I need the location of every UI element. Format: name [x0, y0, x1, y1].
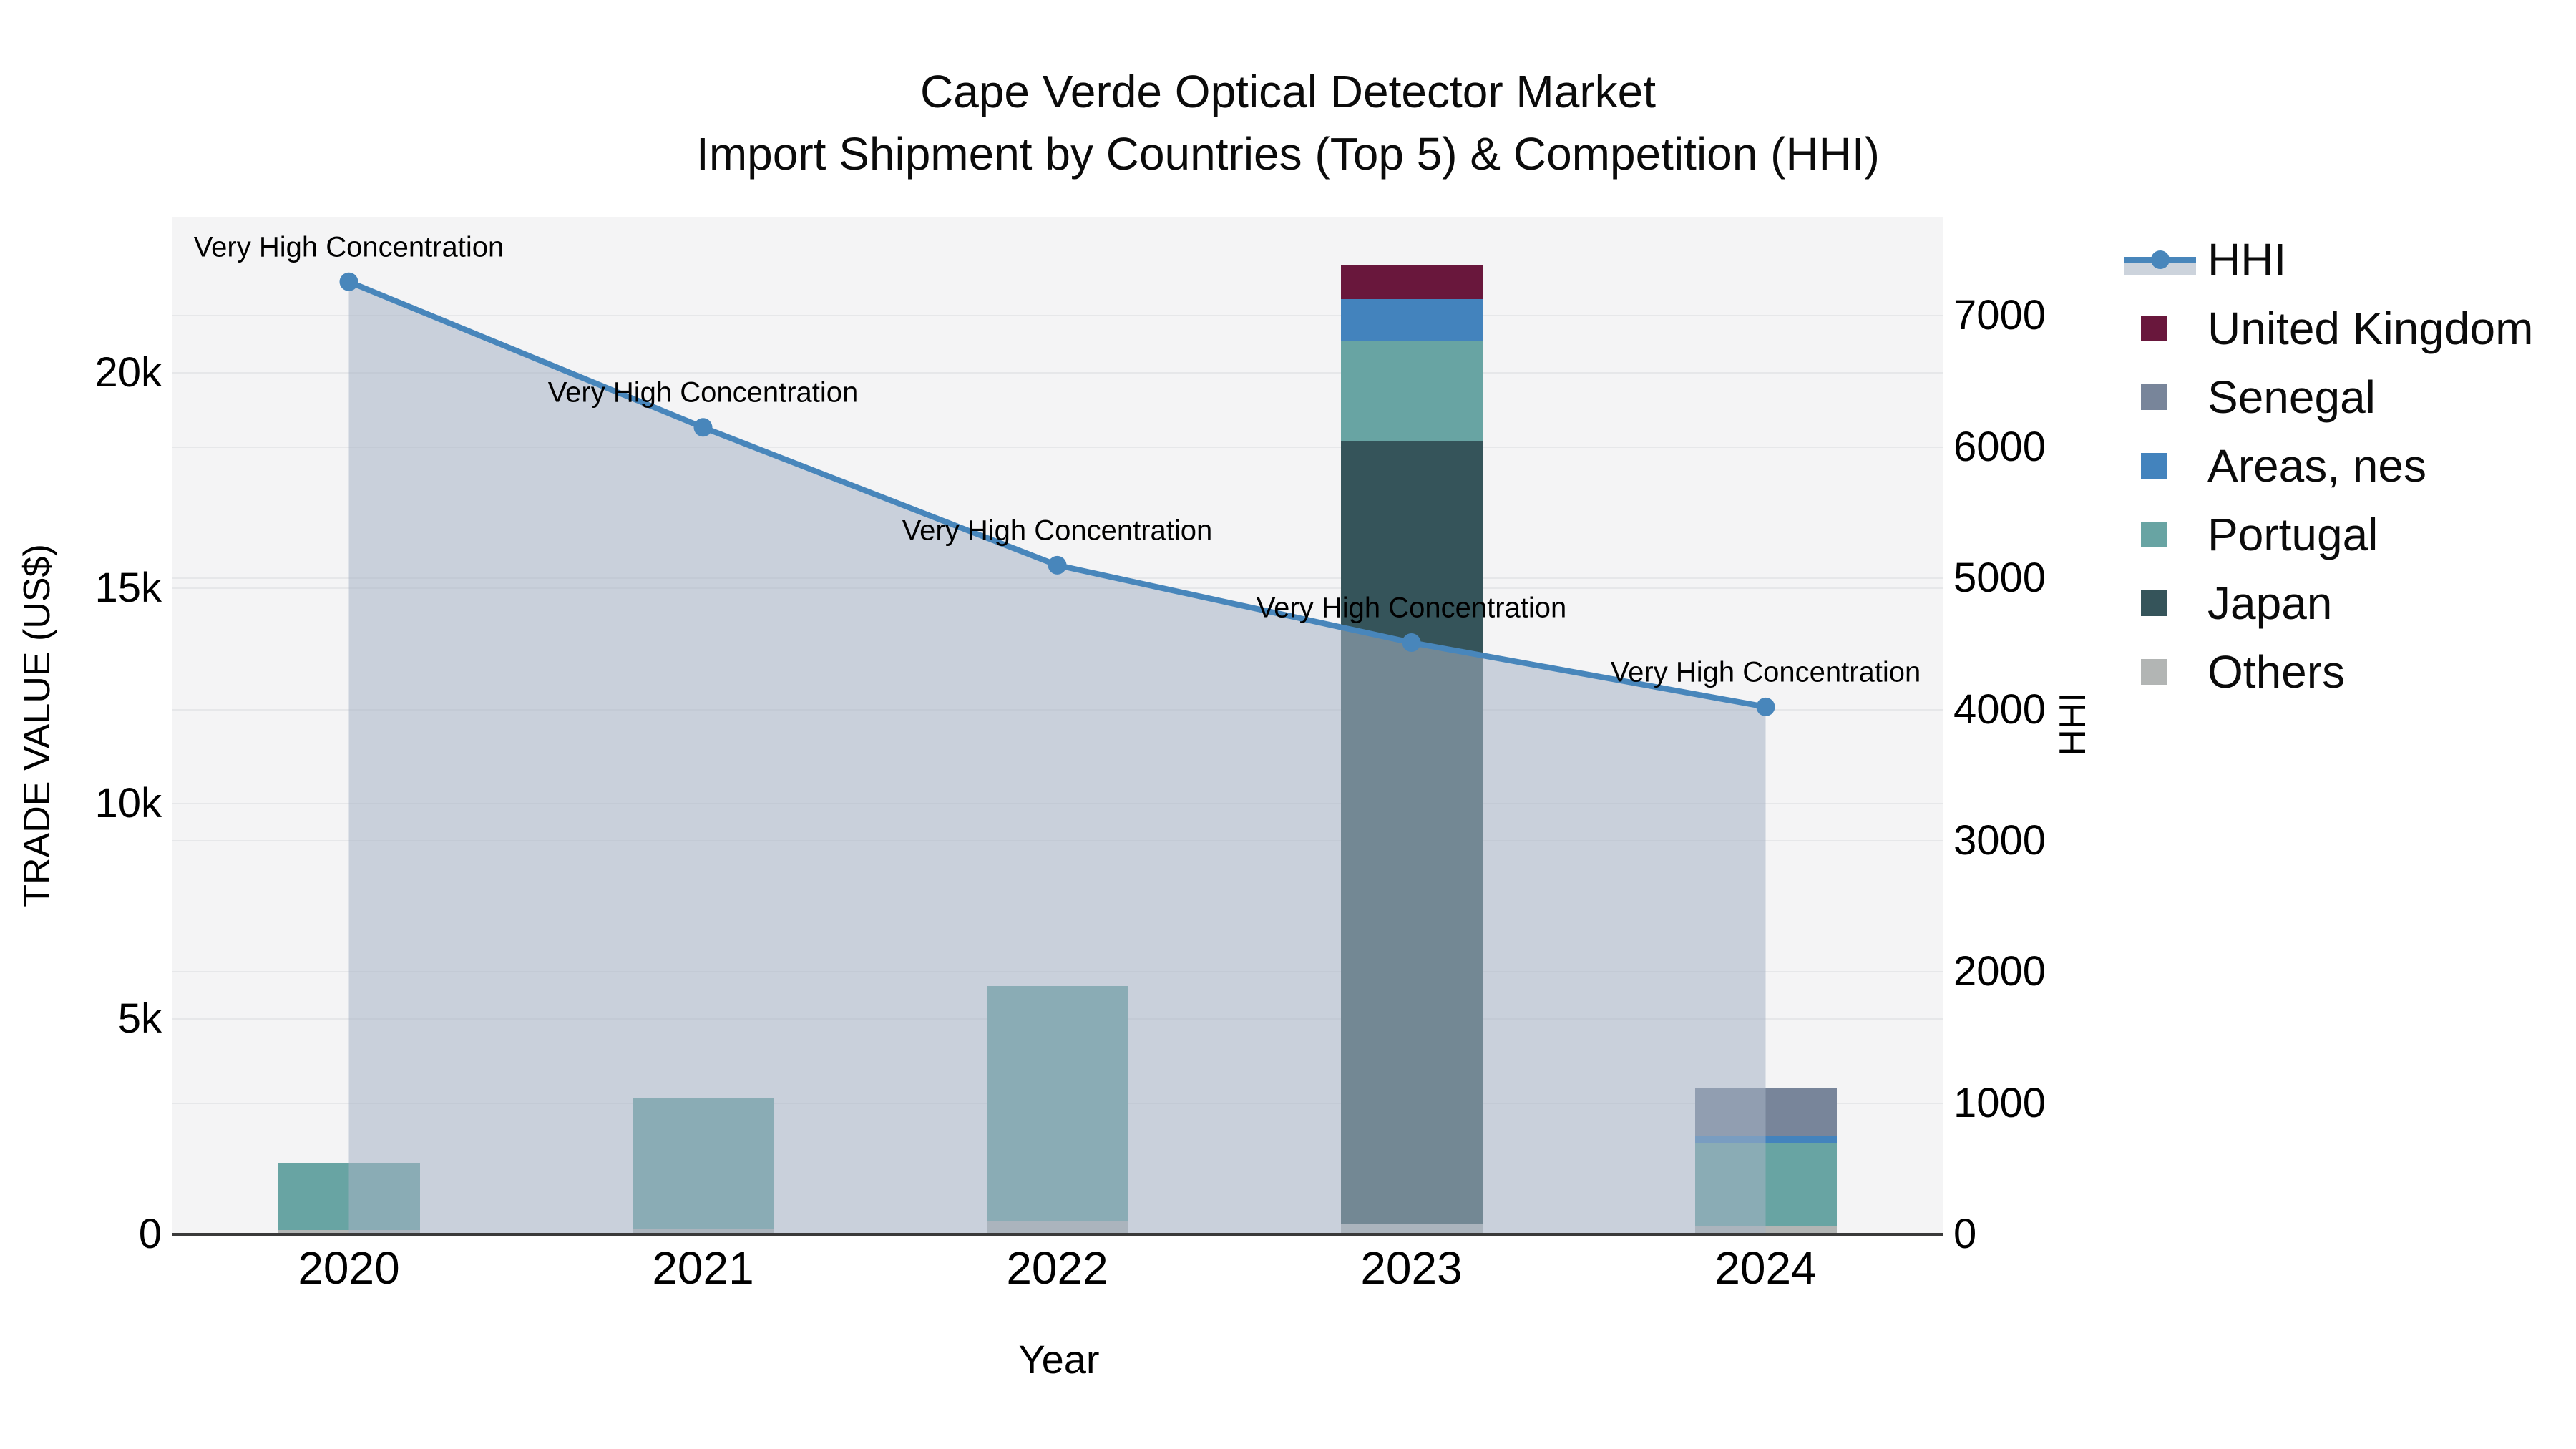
y-right-tick-2000: 2000: [1953, 948, 2046, 995]
gridline-right: [172, 446, 1943, 448]
color-swatch: [2141, 384, 2167, 410]
y-right-tick-5000: 5000: [1953, 555, 2046, 602]
legend-item-others[interactable]: Others: [2122, 638, 2345, 706]
bar-segment-portugal-2021[interactable]: [632, 1098, 774, 1229]
y-left-tick-5k: 5k: [117, 995, 162, 1042]
series-swatch-icon: [2122, 638, 2200, 706]
bar-segment-senegal-2024[interactable]: [1694, 1087, 1837, 1136]
y-left-tick-10k: 10k: [94, 779, 162, 826]
legend-label: HHI: [2207, 234, 2287, 286]
hhi-line-swatch-icon: [2122, 225, 2200, 294]
y-left-tick-20k: 20k: [94, 348, 162, 396]
y-left-tick-0: 0: [138, 1211, 162, 1257]
legend-label: Senegal: [2207, 371, 2376, 423]
legend-label: Others: [2207, 646, 2346, 698]
series-swatch-icon: [2122, 500, 2200, 569]
x-tick-2024: 2024: [1714, 1242, 1817, 1294]
x-tick-2022: 2022: [1006, 1242, 1108, 1294]
annotation-2020: Very High Concentration: [193, 231, 504, 263]
annotation-2021: Very High Concentration: [547, 376, 859, 409]
legend-label: United Kingdom: [2207, 303, 2534, 354]
series-swatch-icon: [2122, 569, 2200, 638]
y-right-tick-1000: 1000: [1953, 1079, 2046, 1126]
color-swatch: [2141, 316, 2167, 341]
series-swatch-icon: [2122, 294, 2200, 363]
bar-segment-portugal-2020[interactable]: [278, 1163, 420, 1230]
legend-item-areas-nes[interactable]: Areas, nes: [2122, 431, 2426, 500]
annotation-2023: Very High Concentration: [1256, 592, 1567, 624]
gridline-right: [172, 315, 1943, 317]
x-tick-2021: 2021: [652, 1242, 754, 1294]
marker-dot-swatch: [2151, 250, 2170, 269]
chart-subtitle: Import Shipment by Countries (Top 5) & C…: [696, 128, 1880, 180]
x-axis-title: Year: [1018, 1337, 1100, 1382]
bar-segment-portugal-2022[interactable]: [986, 986, 1128, 1221]
color-swatch: [2141, 659, 2167, 685]
series-swatch-icon: [2122, 431, 2200, 500]
bar-segment-united-kingdom-2023[interactable]: [1340, 265, 1483, 299]
color-swatch: [2141, 522, 2167, 547]
legend-item-united-kingdom[interactable]: United Kingdom: [2122, 294, 2533, 363]
y-right-tick-4000: 4000: [1953, 686, 2046, 733]
area-band-swatch: [2124, 263, 2196, 275]
legend-item-hhi[interactable]: HHI: [2122, 225, 2286, 294]
gridline-left: [172, 802, 1943, 804]
gridline-left: [172, 371, 1943, 374]
legend-label: Portugal: [2207, 509, 2379, 560]
y-right-tick-6000: 6000: [1953, 423, 2046, 470]
legend-label: Japan: [2207, 577, 2333, 629]
bar-segment-japan-2023[interactable]: [1340, 441, 1483, 1224]
gridline-right: [172, 839, 1943, 841]
y-right-tick-0: 0: [1953, 1211, 1977, 1257]
annotation-2024: Very High Concentration: [1610, 656, 1921, 688]
gridline-left: [172, 587, 1943, 589]
color-swatch: [2141, 590, 2167, 616]
legend-item-portugal[interactable]: Portugal: [2122, 500, 2378, 569]
gridline-right: [172, 971, 1943, 973]
x-tick-2020: 2020: [298, 1242, 400, 1294]
bar-segment-portugal-2023[interactable]: [1340, 341, 1483, 441]
x-axis-line: [172, 1233, 1943, 1236]
chart-title: Cape Verde Optical Detector Market: [919, 66, 1657, 117]
legend-item-senegal[interactable]: Senegal: [2122, 363, 2376, 431]
y-right-tick-7000: 7000: [1953, 292, 2046, 339]
annotation-2022: Very High Concentration: [902, 514, 1213, 547]
bar-segment-areas-nes-2023[interactable]: [1340, 298, 1483, 341]
gridline-right: [172, 577, 1943, 580]
bar-segment-areas-nes-2024[interactable]: [1694, 1136, 1837, 1143]
x-tick-2023: 2023: [1360, 1242, 1463, 1294]
legend-item-japan[interactable]: Japan: [2122, 569, 2332, 638]
y-right-tick-3000: 3000: [1953, 816, 2046, 864]
bar-segment-portugal-2024[interactable]: [1694, 1142, 1837, 1226]
gridline-right: [172, 708, 1943, 711]
legend-label: Areas, nes: [2207, 440, 2426, 492]
series-swatch-icon: [2122, 363, 2200, 431]
y-left-tick-15k: 15k: [94, 564, 162, 611]
color-swatch: [2141, 453, 2167, 479]
